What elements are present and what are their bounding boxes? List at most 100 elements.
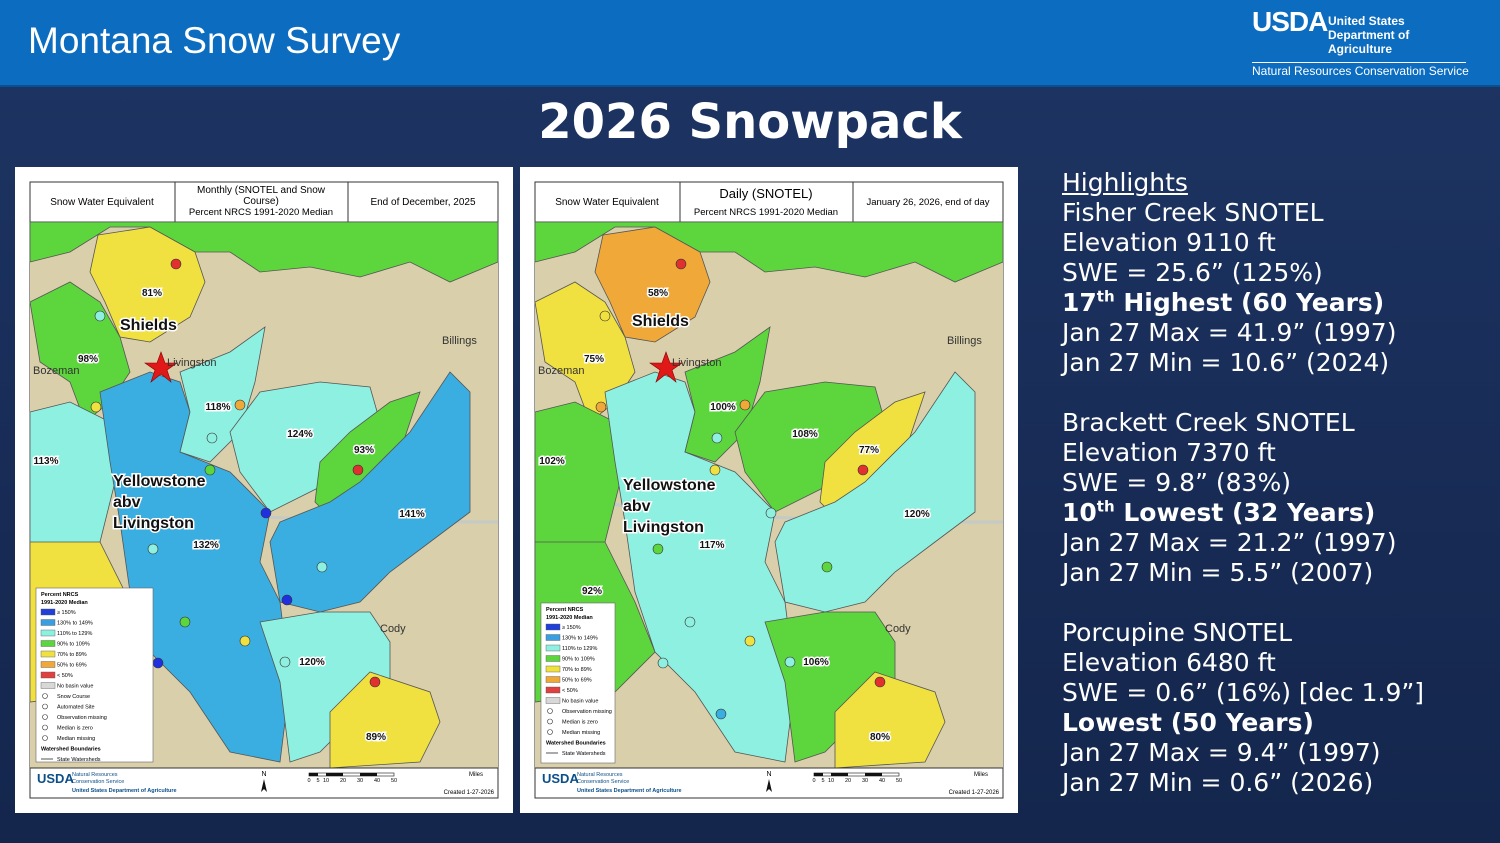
basin-percent: 113%	[33, 456, 58, 467]
station	[857, 464, 869, 476]
legend-item: Median is zero	[57, 726, 93, 732]
place-label: Bozeman	[538, 365, 584, 377]
header-measure: Snow Water Equivalent	[50, 197, 154, 208]
legend-swatch	[40, 629, 56, 637]
place-label: Cody	[380, 623, 406, 635]
basin-percent: 58%	[648, 288, 668, 299]
scale-unit: Miles	[974, 772, 988, 778]
legend-item: No basin value	[57, 684, 93, 690]
basin-percent: 75%	[584, 354, 604, 365]
legend-item: 50% to 69%	[562, 678, 592, 684]
place-label: Bozeman	[33, 365, 79, 377]
basin-percent: 98%	[78, 354, 98, 365]
header-measure: Snow Water Equivalent	[555, 197, 659, 208]
basin-percent: 77%	[859, 445, 879, 456]
station	[152, 657, 164, 669]
basin-label: Shields	[120, 317, 177, 334]
legend-item: Watershed Boundaries	[546, 741, 606, 747]
legend-symbol	[42, 714, 48, 720]
site-rank: 10th Lowest (32 Years)	[1062, 498, 1424, 528]
legend-title: Percent NRCS	[546, 607, 584, 613]
footer-agency: Natural Resources	[577, 772, 623, 778]
legend-item: 70% to 89%	[57, 652, 87, 658]
legend-symbol	[547, 718, 553, 725]
basin-percent: 100%	[710, 402, 736, 413]
station	[711, 432, 723, 444]
rank-text: 10th Lowest (32 Years)	[1062, 498, 1375, 527]
legend-swatch	[545, 655, 561, 662]
basin	[29, 221, 499, 283]
station	[595, 401, 607, 413]
station	[675, 258, 687, 270]
scale-label: 0	[307, 778, 310, 784]
legend-item: Median missing	[562, 730, 600, 736]
footer-logo: USDA	[37, 771, 74, 786]
legend-item: Median is zero	[562, 720, 598, 726]
legend-swatch	[40, 661, 56, 668]
usda-mark: USDA	[1252, 6, 1328, 37]
scale-label: 20	[845, 778, 851, 784]
legend-symbol	[547, 729, 553, 735]
site-rank: Lowest (50 Years)	[1062, 708, 1424, 738]
scale-segment	[814, 773, 823, 776]
legend-swatch	[545, 665, 561, 673]
spacer	[1062, 378, 1424, 408]
livingston-star	[649, 351, 683, 383]
scale-bar	[813, 772, 900, 777]
station	[260, 507, 272, 519]
basin	[594, 226, 711, 343]
rank-label: Lowest (50 Years)	[1062, 708, 1314, 737]
legend-swatch	[545, 697, 561, 704]
basin-label: Livingston	[113, 515, 194, 532]
site-name: Brackett Creek SNOTEL	[1062, 408, 1355, 437]
legend-item: Watershed Boundaries	[41, 747, 101, 753]
basin	[534, 221, 1004, 283]
place-label: Billings	[947, 335, 982, 347]
site-elevation: Elevation 7370 ft	[1062, 438, 1276, 467]
basin-percent: 81%	[142, 288, 162, 299]
slide-title: 2026 Snowpack	[538, 94, 962, 150]
basin-percent: 89%	[366, 732, 386, 743]
legend-item: 110% to 129%	[57, 631, 92, 637]
legend-swatch	[545, 623, 561, 631]
footer-department: United States Department of Agriculture	[577, 788, 682, 794]
station	[179, 616, 191, 628]
site-elevation: Elevation 6480 ft	[1062, 648, 1276, 677]
legend-swatch	[40, 619, 56, 626]
site-max: Jan 27 Max = 21.2” (1997)	[1062, 528, 1397, 557]
footer-agency: Conservation Service	[72, 779, 124, 785]
legend-item: Median missing	[57, 736, 95, 742]
legend-swatch	[40, 608, 56, 616]
station	[316, 561, 328, 573]
legend-item: Observation missing	[562, 709, 612, 715]
created-date: Created 1-27-2026	[444, 790, 495, 796]
footer-agency: Conservation Service	[577, 779, 629, 785]
header-product: Monthly (SNOTEL and Snow	[197, 185, 326, 196]
legend-item: < 50%	[562, 688, 578, 694]
legend-item: 130% to 149%	[562, 636, 598, 642]
station	[821, 561, 833, 573]
basin-percent: 117%	[699, 540, 724, 551]
legend-item: Observation missing	[57, 715, 107, 721]
legend-symbol	[547, 708, 553, 714]
station	[765, 507, 777, 519]
legend-title: 1991-2020 Median	[546, 615, 593, 621]
legend-symbol	[42, 703, 48, 710]
legend-box	[35, 587, 154, 763]
station	[715, 708, 727, 720]
basin-percent: 93%	[354, 445, 374, 456]
basin-percent: 106%	[803, 657, 829, 668]
legend-title: Percent NRCS	[41, 592, 79, 598]
agency-name: United States	[1328, 14, 1405, 28]
header-product: Course)	[243, 196, 279, 207]
basin-percent: 132%	[193, 540, 219, 551]
rank-suffix: th	[1096, 287, 1115, 306]
north-label: N	[766, 771, 771, 778]
scale-label: 0	[812, 778, 815, 784]
site-swe: SWE = 25.6” (125%)	[1062, 258, 1323, 287]
station	[709, 464, 721, 476]
legend-swatch	[40, 640, 56, 647]
legend-symbol	[42, 724, 48, 731]
scale-segment	[865, 773, 882, 776]
